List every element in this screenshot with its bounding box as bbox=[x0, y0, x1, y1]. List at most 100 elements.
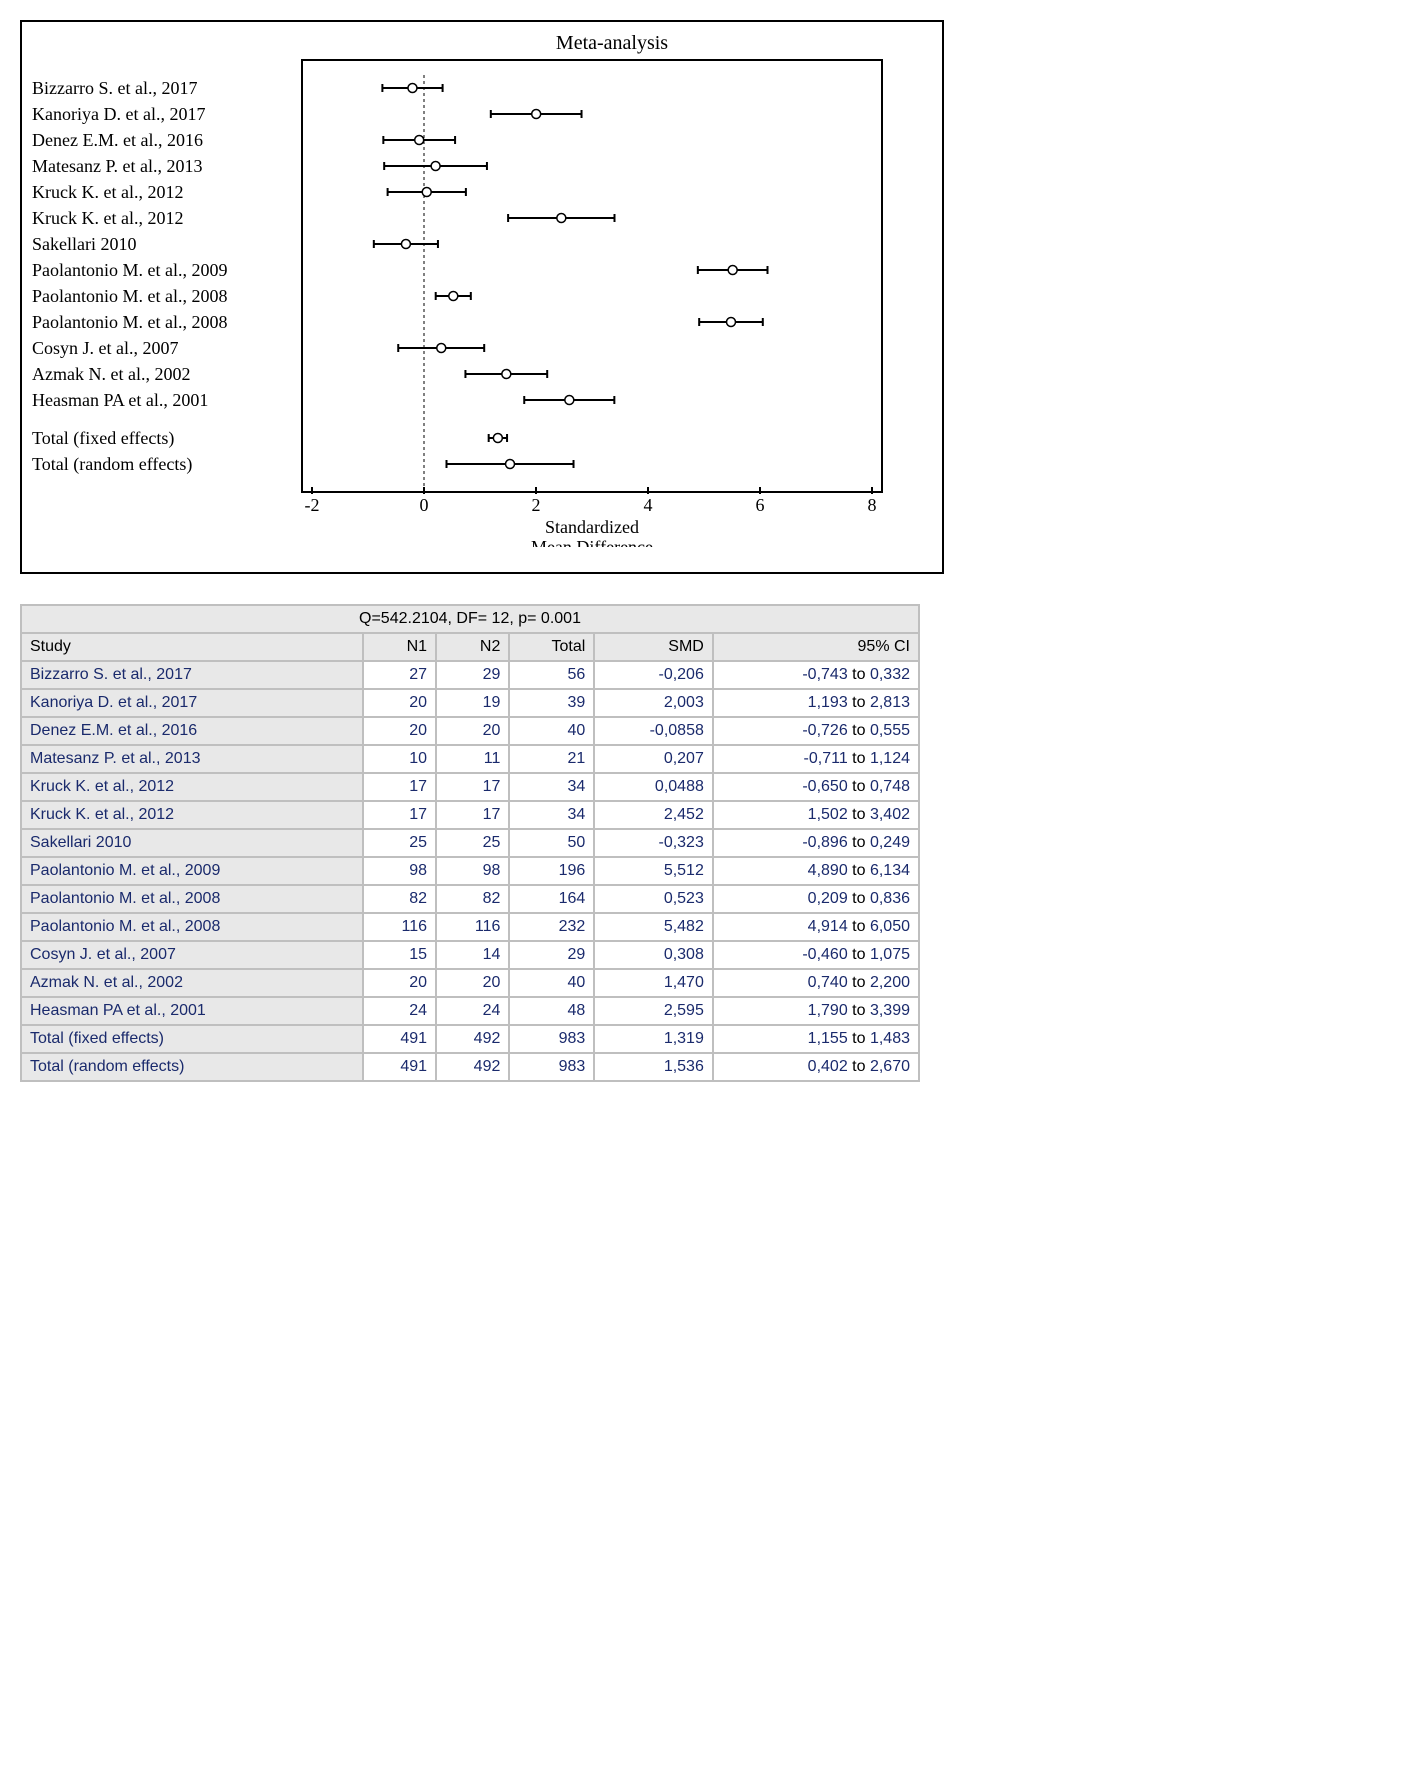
num-cell: 2,452 bbox=[594, 801, 713, 829]
forest-row bbox=[698, 266, 768, 275]
heterogeneity-cell: Q=542.2104, DF= 12, p= 0.001 bbox=[21, 605, 919, 633]
study-cell: Kruck K. et al., 2012 bbox=[21, 773, 363, 801]
num-cell: 17 bbox=[363, 773, 436, 801]
study-cell: Azmak N. et al., 2002 bbox=[21, 969, 363, 997]
num-cell: 491 bbox=[363, 1025, 436, 1053]
num-cell: 20 bbox=[363, 717, 436, 745]
ci-cell: 4,890 to 6,134 bbox=[713, 857, 919, 885]
num-cell: 27 bbox=[363, 661, 436, 689]
forest-row bbox=[491, 110, 582, 119]
forest-row bbox=[465, 370, 547, 379]
num-cell: 25 bbox=[363, 829, 436, 857]
table-row: Paolantonio M. et al., 200998981965,5124… bbox=[21, 857, 919, 885]
num-cell: 34 bbox=[509, 773, 594, 801]
table-row: Paolantonio M. et al., 20081161162325,48… bbox=[21, 913, 919, 941]
study-cell: Kruck K. et al., 2012 bbox=[21, 801, 363, 829]
table-body: Bizzarro S. et al., 2017272956-0,206-0,7… bbox=[21, 661, 919, 1081]
study-cell: Heasman PA et al., 2001 bbox=[21, 997, 363, 1025]
num-cell: 48 bbox=[509, 997, 594, 1025]
study-label: Denez E.M. et al., 2016 bbox=[32, 127, 292, 153]
forest-row bbox=[382, 84, 442, 93]
num-cell: -0,323 bbox=[594, 829, 713, 857]
ci-cell: 0,402 to 2,670 bbox=[713, 1053, 919, 1081]
study-cell: Total (random effects) bbox=[21, 1053, 363, 1081]
forest-row bbox=[374, 240, 438, 249]
table-row: Paolantonio M. et al., 200882821640,5230… bbox=[21, 885, 919, 913]
svg-text:-2: -2 bbox=[305, 495, 320, 515]
study-cell: Denez E.M. et al., 2016 bbox=[21, 717, 363, 745]
table-row: Total (random effects)4914929831,5360,40… bbox=[21, 1053, 919, 1081]
num-cell: 11 bbox=[436, 745, 509, 773]
num-cell: 10 bbox=[363, 745, 436, 773]
forest-row bbox=[388, 188, 466, 197]
ci-cell: 1,155 to 1,483 bbox=[713, 1025, 919, 1053]
num-cell: 0,207 bbox=[594, 745, 713, 773]
study-label: Paolantonio M. et al., 2008 bbox=[32, 309, 292, 335]
study-cell: Paolantonio M. et al., 2008 bbox=[21, 885, 363, 913]
study-cell: Sakellari 2010 bbox=[21, 829, 363, 857]
table-row: Matesanz P. et al., 20131011210,207-0,71… bbox=[21, 745, 919, 773]
num-cell: 164 bbox=[509, 885, 594, 913]
forest-plot-title: Meta-analysis bbox=[292, 32, 932, 55]
num-cell: 0,0488 bbox=[594, 773, 713, 801]
study-label: Sakellari 2010 bbox=[32, 231, 292, 257]
num-cell: 983 bbox=[509, 1025, 594, 1053]
num-cell: 0,308 bbox=[594, 941, 713, 969]
num-cell: 40 bbox=[509, 969, 594, 997]
forest-plot-figure: Meta-analysis Bizzarro S. et al., 2017Ka… bbox=[20, 20, 944, 574]
num-cell: 5,482 bbox=[594, 913, 713, 941]
forest-row bbox=[489, 434, 507, 443]
ci-cell: -0,460 to 1,075 bbox=[713, 941, 919, 969]
table-row: Kanoriya D. et al., 20172019392,0031,193… bbox=[21, 689, 919, 717]
column-header-row: StudyN1N2TotalSMD95% CI bbox=[21, 633, 919, 661]
num-cell: 98 bbox=[436, 857, 509, 885]
study-label: Heasman PA et al., 2001 bbox=[32, 387, 292, 413]
forest-plot-svg: -202468StandardizedMean Difference bbox=[292, 55, 892, 547]
num-cell: 29 bbox=[509, 941, 594, 969]
num-cell: 56 bbox=[509, 661, 594, 689]
ci-cell: 1,790 to 3,399 bbox=[713, 997, 919, 1025]
num-cell: 20 bbox=[436, 717, 509, 745]
num-cell: 492 bbox=[436, 1025, 509, 1053]
study-label: Kruck K. et al., 2012 bbox=[32, 179, 292, 205]
column-header: SMD bbox=[594, 633, 713, 661]
ci-cell: -0,896 to 0,249 bbox=[713, 829, 919, 857]
num-cell: 50 bbox=[509, 829, 594, 857]
num-cell: 39 bbox=[509, 689, 594, 717]
study-label: Total (fixed effects) bbox=[32, 425, 292, 451]
num-cell: 21 bbox=[509, 745, 594, 773]
ci-cell: 1,502 to 3,402 bbox=[713, 801, 919, 829]
num-cell: -0,206 bbox=[594, 661, 713, 689]
forest-row bbox=[524, 396, 614, 405]
num-cell: 492 bbox=[436, 1053, 509, 1081]
ci-cell: 0,209 to 0,836 bbox=[713, 885, 919, 913]
num-cell: 82 bbox=[363, 885, 436, 913]
num-cell: 29 bbox=[436, 661, 509, 689]
ci-cell: 1,193 to 2,813 bbox=[713, 689, 919, 717]
ci-cell: -0,711 to 1,124 bbox=[713, 745, 919, 773]
num-cell: 196 bbox=[509, 857, 594, 885]
study-label: Total (random effects) bbox=[32, 451, 292, 477]
forest-plot-body: Bizzarro S. et al., 2017Kanoriya D. et a… bbox=[32, 55, 932, 552]
svg-text:Mean Difference: Mean Difference bbox=[531, 537, 653, 547]
num-cell: 82 bbox=[436, 885, 509, 913]
column-header: N1 bbox=[363, 633, 436, 661]
num-cell: 2,595 bbox=[594, 997, 713, 1025]
num-cell: 14 bbox=[436, 941, 509, 969]
results-table-wrap: Q=542.2104, DF= 12, p= 0.001 StudyN1N2To… bbox=[20, 604, 920, 1082]
study-label: Paolantonio M. et al., 2009 bbox=[32, 257, 292, 283]
study-label: Matesanz P. et al., 2013 bbox=[32, 153, 292, 179]
num-cell: 25 bbox=[436, 829, 509, 857]
num-cell: 17 bbox=[363, 801, 436, 829]
svg-text:Standardized: Standardized bbox=[545, 517, 639, 537]
study-cell: Kanoriya D. et al., 2017 bbox=[21, 689, 363, 717]
forest-row bbox=[447, 460, 574, 469]
num-cell: 1,319 bbox=[594, 1025, 713, 1053]
table-row: Denez E.M. et al., 2016202040-0,0858-0,7… bbox=[21, 717, 919, 745]
forest-row bbox=[436, 292, 471, 301]
study-label: Kruck K. et al., 2012 bbox=[32, 205, 292, 231]
num-cell: 20 bbox=[363, 689, 436, 717]
study-cell: Paolantonio M. et al., 2009 bbox=[21, 857, 363, 885]
table-row: Heasman PA et al., 20012424482,5951,790 … bbox=[21, 997, 919, 1025]
study-label: Paolantonio M. et al., 2008 bbox=[32, 283, 292, 309]
